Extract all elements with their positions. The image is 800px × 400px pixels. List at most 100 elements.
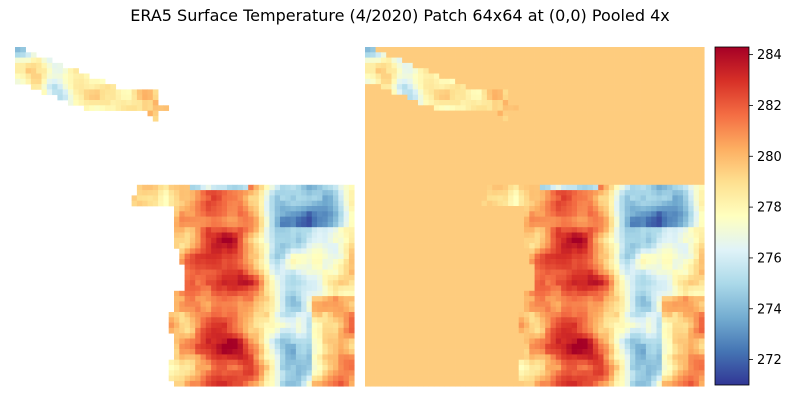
heatmap-cell: [189, 264, 196, 270]
heatmap-cell: [232, 296, 238, 302]
heatmap-cell: [502, 52, 509, 58]
heatmap-cell: [269, 359, 276, 366]
heatmap-cell: [677, 200, 684, 207]
heatmap-cell: [232, 290, 238, 297]
heatmap-cell: [592, 84, 599, 90]
heatmap-cell: [471, 253, 477, 260]
heatmap-cell: [237, 195, 244, 202]
heatmap-cell: [333, 280, 339, 286]
heatmap-cell: [449, 248, 456, 255]
heatmap-cell: [561, 317, 567, 323]
heatmap-cell: [418, 190, 424, 196]
heatmap-cell: [661, 89, 668, 96]
heatmap-cell: [471, 216, 477, 223]
heatmap-cell: [258, 338, 265, 345]
heatmap-cell: [365, 57, 371, 64]
heatmap-cell: [481, 206, 488, 212]
heatmap-cell: [476, 147, 482, 154]
heatmap-cell: [577, 317, 583, 323]
heatmap-cell: [386, 184, 392, 191]
heatmap-cell: [698, 52, 705, 58]
heatmap-cell: [603, 179, 610, 186]
heatmap-cell: [539, 110, 546, 117]
heatmap-cell: [444, 126, 451, 133]
heatmap-cell: [343, 354, 350, 361]
heatmap-cell: [555, 200, 562, 207]
heatmap-cell: [566, 312, 573, 318]
heatmap-cell: [227, 317, 233, 323]
heatmap-cell: [428, 137, 435, 143]
heatmap-cell: [211, 317, 217, 323]
heatmap-cell: [587, 206, 594, 212]
heatmap-cell: [603, 301, 610, 308]
heatmap-cell: [603, 115, 610, 122]
heatmap-cell: [471, 237, 477, 244]
heatmap-cell: [200, 211, 207, 217]
heatmap-cell: [195, 200, 201, 207]
heatmap-cell: [301, 296, 307, 302]
heatmap-cell: [566, 52, 573, 58]
heatmap-cell: [619, 100, 626, 106]
heatmap-cell: [221, 274, 228, 281]
heatmap-cell: [571, 290, 578, 297]
heatmap-cell: [661, 147, 668, 154]
heatmap-cell: [343, 190, 350, 196]
heatmap-cell: [645, 163, 652, 170]
heatmap-cell: [492, 195, 498, 202]
heatmap-cell: [375, 221, 382, 228]
heatmap-cell: [338, 280, 344, 286]
heatmap-cell: [539, 206, 546, 212]
heatmap-cell: [471, 126, 477, 133]
heatmap-cell: [407, 259, 414, 265]
heatmap-cell: [645, 105, 652, 111]
heatmap-cell: [497, 142, 504, 149]
heatmap-cell: [221, 306, 228, 313]
heatmap-cell: [645, 285, 652, 292]
heatmap-cell: [136, 190, 143, 196]
heatmap-cell: [587, 306, 594, 313]
heatmap-cell: [471, 195, 477, 202]
heatmap-cell: [598, 94, 604, 101]
heatmap-cell: [513, 296, 520, 302]
heatmap-cell: [242, 200, 249, 207]
heatmap-cell: [333, 259, 339, 265]
heatmap-cell: [518, 78, 525, 85]
heatmap-cell: [518, 296, 525, 302]
heatmap-cell: [248, 285, 254, 292]
heatmap-cell: [672, 322, 679, 329]
heatmap-cell: [46, 68, 53, 74]
heatmap-cell: [587, 78, 594, 85]
heatmap-cell: [651, 253, 657, 260]
heatmap-cell: [184, 200, 191, 207]
heatmap-cell: [375, 115, 382, 122]
heatmap-cell: [656, 84, 663, 90]
heatmap-cell: [311, 190, 318, 196]
heatmap-cell: [630, 301, 636, 308]
heatmap-cell: [311, 216, 318, 223]
heatmap-cell: [624, 47, 631, 53]
heatmap-cell: [36, 62, 42, 69]
heatmap-cell: [555, 110, 562, 117]
heatmap-cell: [216, 380, 223, 387]
heatmap-cell: [391, 84, 398, 90]
heatmap-cell: [306, 370, 313, 376]
heatmap-cell: [614, 301, 620, 308]
heatmap-cell: [322, 264, 329, 270]
heatmap-cell: [391, 243, 398, 249]
heatmap-cell: [566, 115, 573, 122]
heatmap-cell: [518, 206, 525, 212]
heatmap-cell: [603, 248, 610, 255]
heatmap-cell: [529, 100, 535, 106]
heatmap-cell: [253, 375, 260, 382]
heatmap-cell: [651, 68, 657, 74]
heatmap-cell: [513, 78, 520, 85]
heatmap-cell: [518, 312, 525, 318]
heatmap-cell: [630, 62, 636, 69]
heatmap-cell: [237, 370, 244, 376]
heatmap-cell: [550, 168, 557, 175]
heatmap-cell: [439, 153, 445, 159]
heatmap-cell: [348, 227, 355, 233]
heatmap-cell: [566, 179, 573, 186]
heatmap-cell: [460, 227, 467, 233]
heatmap-cell: [200, 338, 207, 345]
